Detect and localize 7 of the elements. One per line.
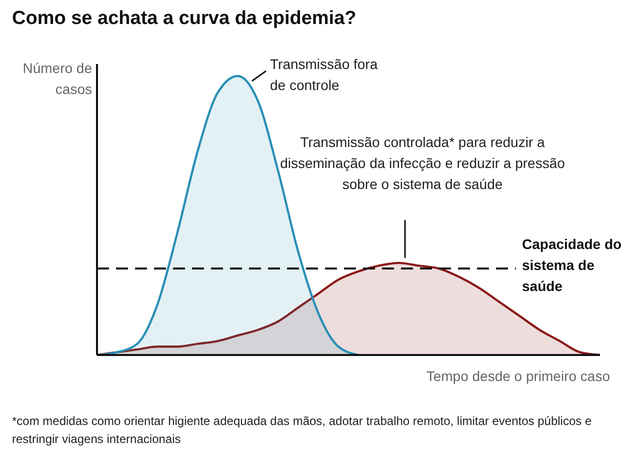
text: *com medidas como orientar higiente adequada das mãos, adotar trabalho remoto, limitar eventos públicos e restringir viagens internacionais: [12, 413, 593, 448]
x-axis-title: Tempo desde o primeiro caso: [426, 368, 610, 384]
y-axis-title: Número de casos: [22, 59, 92, 99]
ref-line-label: Capacidade do sistema de saúde: [516, 234, 626, 297]
chart-title: Como se achata a curva da epidemia?: [12, 8, 356, 30]
annotation: Transmissão controlada* para reduzir a disseminação da infecção e reduzir a pressão sobre o sistema de saúde: [280, 133, 565, 194]
annotation: Transmissão fora de controle: [270, 55, 379, 95]
